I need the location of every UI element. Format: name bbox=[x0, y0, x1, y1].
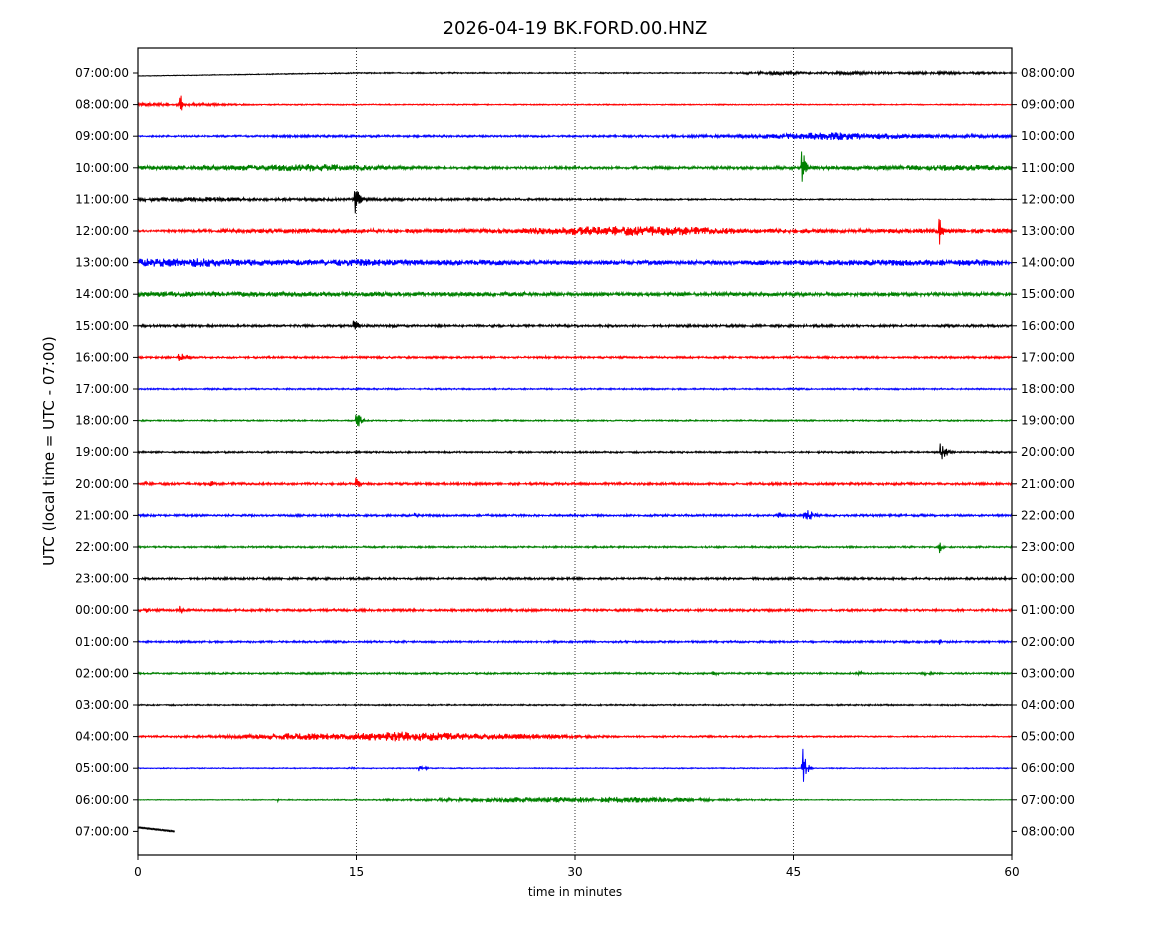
trace-row bbox=[137, 95, 1013, 111]
trace-row bbox=[137, 218, 1013, 245]
trace-row bbox=[137, 132, 1013, 141]
y-axis-label: UTC (local time = UTC - 07:00) bbox=[40, 336, 58, 566]
x-tick-label: 30 bbox=[567, 865, 582, 879]
left-tick-label: 15:00:00 bbox=[75, 319, 129, 333]
left-tick-label: 19:00:00 bbox=[75, 445, 129, 459]
left-tick-label: 08:00:00 bbox=[75, 98, 129, 112]
trace-row bbox=[137, 542, 1013, 554]
trace-row bbox=[137, 826, 175, 833]
trace-row bbox=[137, 320, 1013, 330]
left-tick-label: 09:00:00 bbox=[75, 129, 129, 143]
right-tick-label: 17:00:00 bbox=[1021, 350, 1075, 364]
left-tick-label: 10:00:00 bbox=[75, 161, 129, 175]
trace-row bbox=[137, 443, 1013, 460]
left-tick-label: 20:00:00 bbox=[75, 477, 129, 491]
left-y-axis: 07:00:00 08:00:00 09:00:00 10:00:00 11:00:00… bbox=[75, 66, 138, 838]
trace-row bbox=[137, 151, 1013, 182]
right-y-axis: 08:00:00 09:00:00 10:00:00 11:00:00 12:00:00… bbox=[1012, 66, 1075, 838]
trace-row bbox=[137, 353, 1013, 362]
left-tick-label: 11:00:00 bbox=[75, 192, 129, 206]
right-tick-label: 19:00:00 bbox=[1021, 414, 1075, 428]
left-tick-label: 00:00:00 bbox=[75, 603, 129, 617]
left-tick-label: 13:00:00 bbox=[75, 256, 129, 270]
right-tick-label: 22:00:00 bbox=[1021, 508, 1075, 522]
right-tick-label: 00:00:00 bbox=[1021, 572, 1075, 586]
traces-layer bbox=[137, 69, 1013, 833]
left-tick-label: 12:00:00 bbox=[75, 224, 129, 238]
left-tick-label: 04:00:00 bbox=[75, 730, 129, 744]
left-tick-label: 05:00:00 bbox=[75, 761, 129, 775]
x-tick-label: 60 bbox=[1004, 865, 1019, 879]
trace-row bbox=[137, 386, 1013, 392]
right-tick-label: 06:00:00 bbox=[1021, 761, 1075, 775]
right-tick-label: 16:00:00 bbox=[1021, 319, 1075, 333]
trace-row bbox=[137, 290, 1013, 299]
right-tick-label: 11:00:00 bbox=[1021, 161, 1075, 175]
right-tick-label: 23:00:00 bbox=[1021, 540, 1075, 554]
left-tick-label: 18:00:00 bbox=[75, 414, 129, 428]
trace-row bbox=[137, 795, 1013, 804]
left-tick-label: 02:00:00 bbox=[75, 666, 129, 680]
trace-row bbox=[137, 510, 1013, 520]
trace-row bbox=[137, 703, 1013, 707]
trace-row bbox=[137, 669, 1013, 677]
left-tick-label: 06:00:00 bbox=[75, 793, 129, 807]
trace-row bbox=[137, 477, 1013, 488]
left-tick-label: 23:00:00 bbox=[75, 572, 129, 586]
left-tick-label: 07:00:00 bbox=[75, 66, 129, 80]
trace-row bbox=[137, 748, 1013, 782]
right-tick-label: 08:00:00 bbox=[1021, 824, 1075, 838]
trace-row bbox=[137, 731, 1013, 742]
trace-row bbox=[137, 414, 1013, 427]
trace-row bbox=[137, 575, 1013, 582]
left-tick-label: 16:00:00 bbox=[75, 350, 129, 364]
left-tick-label: 22:00:00 bbox=[75, 540, 129, 554]
right-tick-label: 07:00:00 bbox=[1021, 793, 1075, 807]
right-tick-label: 15:00:00 bbox=[1021, 287, 1075, 301]
right-tick-label: 08:00:00 bbox=[1021, 66, 1075, 80]
trace-row bbox=[137, 639, 1013, 645]
trace-row bbox=[137, 258, 1013, 267]
x-tick-label: 0 bbox=[134, 865, 142, 879]
trace-row bbox=[137, 190, 1013, 214]
x-tick-label: 45 bbox=[786, 865, 801, 879]
grid-layer bbox=[356, 48, 794, 855]
x-axis-label: time in minutes bbox=[528, 885, 622, 899]
left-tick-label: 07:00:00 bbox=[75, 824, 129, 838]
right-tick-label: 12:00:00 bbox=[1021, 192, 1075, 206]
right-tick-label: 13:00:00 bbox=[1021, 224, 1075, 238]
right-tick-label: 14:00:00 bbox=[1021, 256, 1075, 270]
right-tick-label: 09:00:00 bbox=[1021, 98, 1075, 112]
left-tick-label: 17:00:00 bbox=[75, 382, 129, 396]
left-tick-label: 01:00:00 bbox=[75, 635, 129, 649]
right-tick-label: 20:00:00 bbox=[1021, 445, 1075, 459]
right-tick-label: 10:00:00 bbox=[1021, 129, 1075, 143]
trace-row bbox=[137, 69, 1013, 77]
right-tick-label: 02:00:00 bbox=[1021, 635, 1075, 649]
right-tick-label: 03:00:00 bbox=[1021, 666, 1075, 680]
right-tick-label: 18:00:00 bbox=[1021, 382, 1075, 396]
right-tick-label: 21:00:00 bbox=[1021, 477, 1075, 491]
right-tick-label: 01:00:00 bbox=[1021, 603, 1075, 617]
x-axis: 0 15 30 45 60 bbox=[134, 855, 1020, 879]
trace-row bbox=[137, 605, 1013, 614]
chart-title: 2026-04-19 BK.FORD.00.HNZ bbox=[443, 18, 708, 39]
left-tick-label: 21:00:00 bbox=[75, 508, 129, 522]
right-tick-label: 05:00:00 bbox=[1021, 730, 1075, 744]
right-tick-label: 04:00:00 bbox=[1021, 698, 1075, 712]
x-tick-label: 15 bbox=[349, 865, 364, 879]
left-tick-label: 14:00:00 bbox=[75, 287, 129, 301]
left-tick-label: 03:00:00 bbox=[75, 698, 129, 712]
